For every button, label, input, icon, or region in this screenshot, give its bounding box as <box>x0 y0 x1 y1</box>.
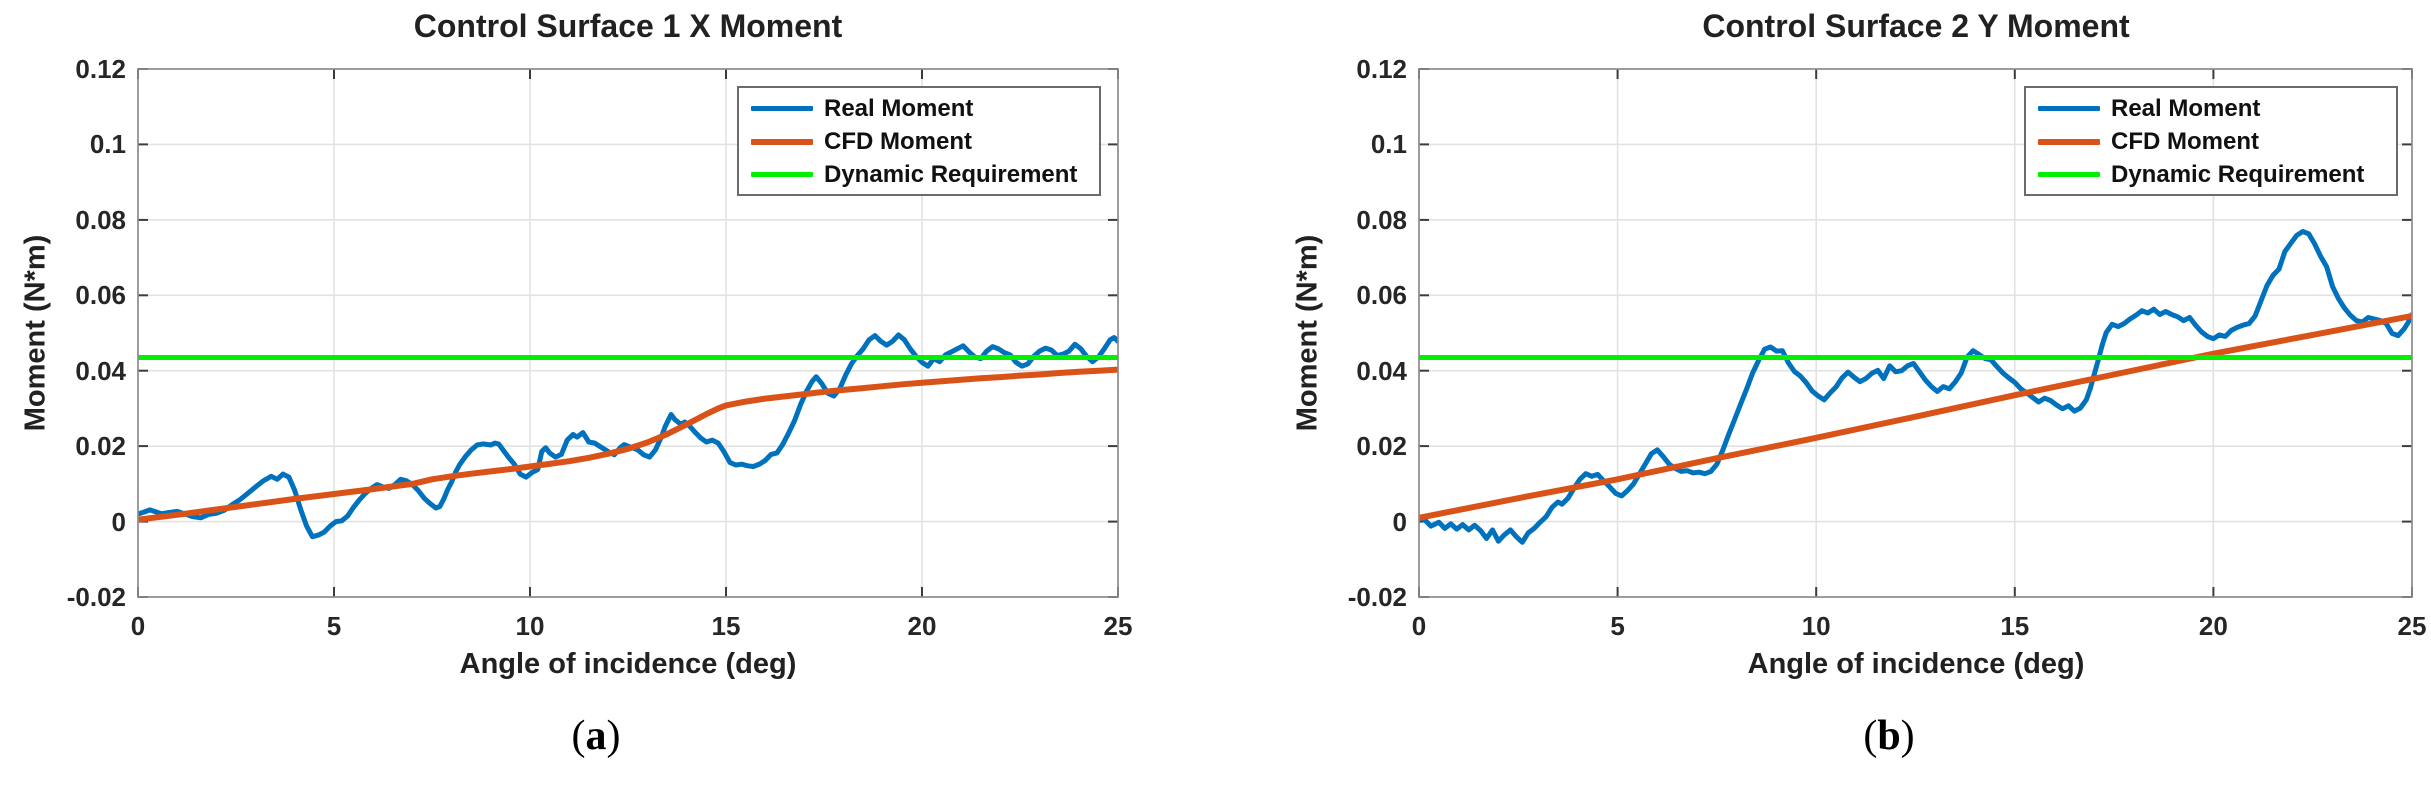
panel-a-title: Control Surface 1 X Moment <box>413 8 843 44</box>
x-tick-label: 5 <box>326 611 342 641</box>
panel-a-axes <box>137 68 1119 598</box>
legend-line-sample <box>751 106 813 111</box>
x-tick-label: 0 <box>1411 611 1427 641</box>
legend-line-sample <box>751 172 813 177</box>
caption-paren-close: ) <box>606 713 621 759</box>
legend-line-sample <box>2038 106 2100 111</box>
series-line-cfd-moment <box>1419 313 2412 521</box>
y-tick-label: 0.04 <box>1356 355 1407 386</box>
axes-box <box>1418 68 2413 598</box>
y-tick-label: -0.02 <box>66 582 126 612</box>
legend-entry: Real Moment <box>2038 92 2396 125</box>
x-tick-label: 15 <box>711 611 741 641</box>
panel-b-title: Control Surface 2 Y Moment <box>1702 8 2130 44</box>
panel-a-xlabel: Angle of incidence (deg) <box>459 648 797 680</box>
series-line-real-moment <box>1419 229 2412 545</box>
y-tick-label: 0 <box>1392 506 1407 537</box>
y-tick-label: 0.08 <box>1356 204 1407 235</box>
legend-entry-label: Dynamic Requirement <box>2111 160 2365 188</box>
panel-b-axes <box>1418 68 2413 598</box>
y-tick-label: 0.06 <box>75 280 126 311</box>
legend-entry-label: Dynamic Requirement <box>824 160 1078 188</box>
legend-entry: CFD Moment <box>2038 125 2396 158</box>
panel-a-caption: (a) <box>572 712 621 760</box>
y-tick-label: 0.1 <box>1370 129 1407 160</box>
y-tick-label: 0.08 <box>75 204 126 235</box>
caption-paren-open: ( <box>571 713 586 759</box>
legend: Real Moment CFD Moment Dynamic Requirement <box>737 86 1101 196</box>
axes-box <box>137 68 1119 598</box>
legend-entry-label: CFD Moment <box>824 127 972 155</box>
x-tick-label: 25 <box>2397 611 2427 641</box>
caption-letter: a <box>585 713 607 759</box>
x-tick-label: 20 <box>2198 611 2228 641</box>
legend-entry-label: Real Moment <box>824 94 974 122</box>
y-tick-label: 0.12 <box>1356 54 1407 84</box>
y-tick-label: 0.1 <box>89 129 126 160</box>
legend-entry-label: CFD Moment <box>2111 127 2259 155</box>
caption-letter: b <box>1877 713 1901 759</box>
x-tick-label: 15 <box>2000 611 2030 641</box>
y-tick-label: 0.02 <box>1356 431 1407 462</box>
panel-b-ylabel: Moment (N*m) <box>1291 234 1324 432</box>
y-tick-label: 0.12 <box>75 54 126 84</box>
legend-line-sample <box>751 138 813 145</box>
y-tick-label: -0.02 <box>1347 582 1407 612</box>
x-tick-label: 0 <box>130 611 146 641</box>
caption-paren-close: ) <box>1900 713 1915 759</box>
panel-b-caption: (b) <box>1863 712 1914 760</box>
series-line-real-moment <box>138 332 1118 540</box>
panel-a-ylabel: Moment (N*m) <box>19 234 52 432</box>
legend-entry-label: Real Moment <box>2111 94 2261 122</box>
x-tick-label: 10 <box>1801 611 1831 641</box>
series-line-cfd-moment <box>138 366 1118 523</box>
y-tick-label: 0.04 <box>75 355 126 386</box>
legend-entry: Dynamic Requirement <box>2038 158 2396 191</box>
caption-paren-open: ( <box>1863 713 1878 759</box>
x-tick-label: 20 <box>907 611 937 641</box>
legend-entry: CFD Moment <box>751 125 1099 158</box>
panel-b-xlabel: Angle of incidence (deg) <box>1747 648 2085 680</box>
x-tick-label: 10 <box>515 611 545 641</box>
x-tick-label: 5 <box>1610 611 1625 641</box>
legend-entry: Dynamic Requirement <box>751 158 1099 191</box>
legend-entry: Real Moment <box>751 92 1099 125</box>
legend-line-sample <box>2038 138 2100 145</box>
y-tick-label: 0 <box>111 506 126 537</box>
x-tick-label: 25 <box>1103 611 1133 641</box>
y-tick-label: 0.06 <box>1356 280 1407 311</box>
legend-line-sample <box>2038 172 2100 177</box>
legend: Real Moment CFD Moment Dynamic Requirement <box>2024 86 2398 196</box>
y-tick-label: 0.02 <box>75 431 126 462</box>
